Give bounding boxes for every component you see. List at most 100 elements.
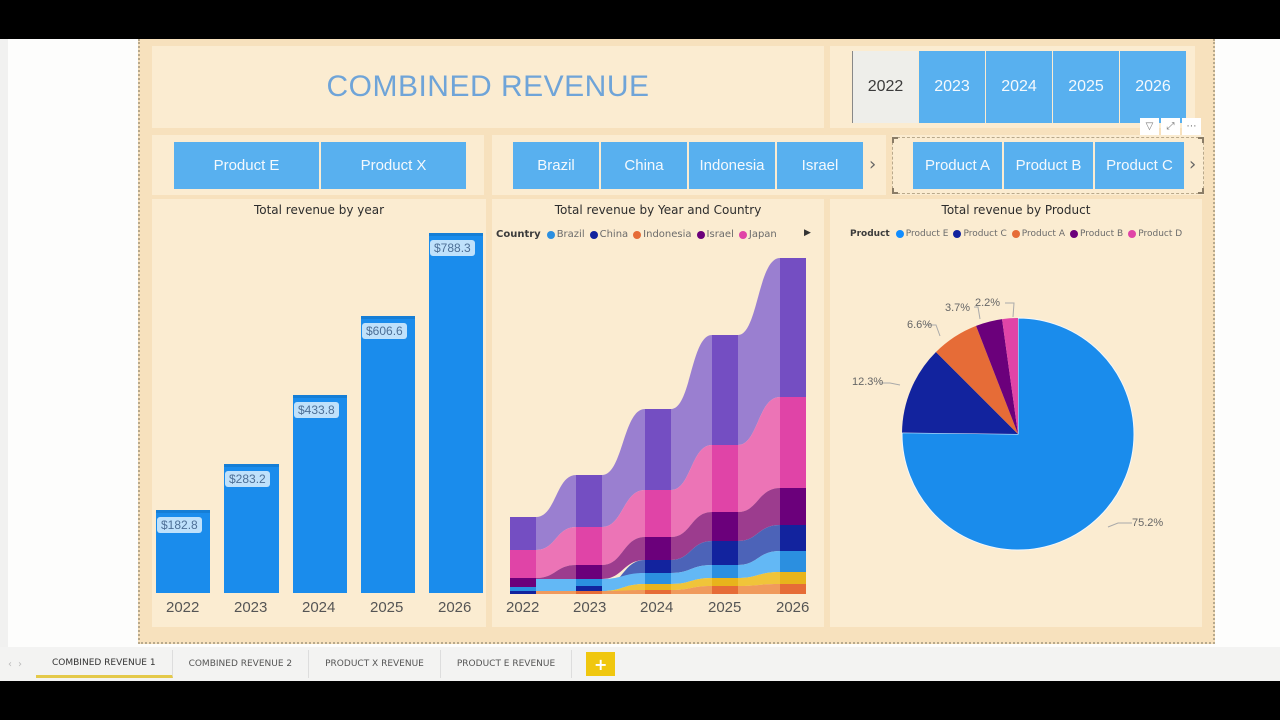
pie-slice-product-a xyxy=(935,325,1018,434)
resize-handle[interactable] xyxy=(892,137,898,143)
legend-item-product-d[interactable]: Product D xyxy=(1128,229,1182,239)
x-axis-label: 2022 xyxy=(506,599,540,616)
pie-slice-product-b xyxy=(976,319,1018,434)
resize-handle[interactable] xyxy=(1198,188,1204,194)
tab-combined-revenue-1[interactable]: COMBINED REVENUE 1 xyxy=(36,650,173,678)
x-axis-label: 2026 xyxy=(438,599,472,616)
product-group-slicer: Product E Product X xyxy=(174,142,468,189)
legend-label: Product D xyxy=(1138,229,1183,239)
bar-data-label: $606.6 xyxy=(362,323,407,339)
pie-slice-product-d xyxy=(1002,318,1018,434)
x-axis-label: 2025 xyxy=(708,599,742,616)
legend-item-product-b[interactable]: Product B xyxy=(1069,229,1123,239)
legend-dot-icon xyxy=(696,230,705,239)
legend-item-japan[interactable]: Japan xyxy=(738,229,777,240)
legend-item-product-e[interactable]: Product E xyxy=(895,229,949,239)
bar-2025[interactable] xyxy=(361,316,415,593)
tab-scroll-arrows-icon[interactable]: ‹› xyxy=(8,658,28,670)
pie-data-label: 75.2% xyxy=(1132,517,1164,529)
more-options-icon[interactable]: ⋯ xyxy=(1182,118,1201,135)
legend-item-brazil[interactable]: Brazil xyxy=(546,229,585,240)
page-tabs: ‹› COMBINED REVENUE 1 COMBINED REVENUE 2… xyxy=(0,647,1280,681)
chevron-right-icon[interactable]: › xyxy=(869,154,877,175)
chart-title: Total revenue by Product xyxy=(941,203,1091,217)
resize-handle[interactable] xyxy=(1198,137,1204,143)
page-title: COMBINED REVENUE xyxy=(326,70,650,103)
pie-data-label: 2.2% xyxy=(975,297,1001,309)
legend-label: Product E xyxy=(905,229,949,239)
legend-dot-icon xyxy=(1069,230,1078,238)
x-axis-label: 2024 xyxy=(302,599,336,616)
resize-handle[interactable] xyxy=(892,188,898,194)
title-card: COMBINED REVENUE xyxy=(152,46,824,128)
bar-2024[interactable] xyxy=(293,395,347,593)
x-axis-label: 2026 xyxy=(776,599,810,616)
legend-item-product-a[interactable]: Product A xyxy=(1011,229,1065,239)
tab-product-x-revenue[interactable]: PRODUCT X REVENUE xyxy=(309,650,441,678)
pie-slice-product-c xyxy=(902,351,1018,434)
country-slicer: Brazil China Indonesia Israel xyxy=(513,142,865,189)
report-canvas-area: COMBINED REVENUE 2022 2023 2024 2025 202… xyxy=(8,39,1280,647)
legend-dot-icon xyxy=(738,230,747,239)
legend-label: China xyxy=(599,229,629,240)
x-axis-label: 2025 xyxy=(370,599,404,616)
product-slicer: Product A Product B Product C xyxy=(913,142,1186,189)
legend-item-china[interactable]: China xyxy=(589,229,629,240)
legend-dot-icon xyxy=(953,230,962,238)
pie-data-label: 3.7% xyxy=(945,302,971,314)
ribbon-legend: Country Brazil China Indonesia Israel Ja… xyxy=(496,229,782,240)
chip-brazil[interactable]: Brazil xyxy=(513,142,599,189)
pie-chart-plot xyxy=(880,302,1135,551)
chip-product-e[interactable]: Product E xyxy=(174,142,319,189)
bar-chart-panel[interactable]: Total revenue by year $182.8 $283.2 $433… xyxy=(152,199,486,627)
x-axis-label: 2024 xyxy=(640,599,674,616)
bar-2026[interactable] xyxy=(429,233,483,593)
legend-item-product-c[interactable]: Product C xyxy=(953,229,1007,239)
legend-title: Product xyxy=(850,229,890,239)
pie-chart-panel[interactable]: Total revenue by Product Product Product… xyxy=(830,199,1202,627)
chip-product-b[interactable]: Product B xyxy=(1004,142,1093,189)
year-button-2025[interactable]: 2025 xyxy=(1053,51,1119,123)
ribbon-chart-panel[interactable]: Total revenue by Year and Country Countr… xyxy=(492,199,824,627)
filter-icon[interactable]: ▽ xyxy=(1140,118,1159,135)
tab-product-e-revenue[interactable]: PRODUCT E REVENUE xyxy=(441,650,573,678)
ribbon-chart-plot xyxy=(510,258,806,594)
chart-title: Total revenue by year xyxy=(253,203,385,217)
chip-indonesia[interactable]: Indonesia xyxy=(689,142,775,189)
pie-slice-product-e xyxy=(901,317,1135,551)
legend-label: Japan xyxy=(748,229,777,240)
chip-product-c[interactable]: Product C xyxy=(1095,142,1184,189)
legend-item-israel[interactable]: Israel xyxy=(696,229,734,240)
legend-title: Country xyxy=(496,229,541,240)
chip-china[interactable]: China xyxy=(601,142,687,189)
year-button-2023[interactable]: 2023 xyxy=(919,51,985,123)
chip-israel[interactable]: Israel xyxy=(777,142,863,189)
x-axis-label: 2023 xyxy=(234,599,268,616)
year-button-2026[interactable]: 2026 xyxy=(1120,51,1186,123)
legend-dot-icon xyxy=(1128,230,1137,238)
tab-combined-revenue-2[interactable]: COMBINED REVENUE 2 xyxy=(173,650,310,678)
chip-product-x[interactable]: Product X xyxy=(321,142,466,189)
x-axis-label: 2023 xyxy=(573,599,607,616)
legend-label: Brazil xyxy=(556,229,585,240)
pie-data-label: 6.6% xyxy=(907,319,933,331)
legend-label: Indonesia xyxy=(643,229,692,240)
legend-item-indonesia[interactable]: Indonesia xyxy=(633,229,692,240)
legend-dot-icon xyxy=(546,230,555,239)
selected-visual-frame xyxy=(892,137,1204,194)
year-button-2022[interactable]: 2022 xyxy=(852,51,918,123)
report-page: COMBINED REVENUE 2022 2023 2024 2025 202… xyxy=(138,39,1215,644)
x-axis-label: 2022 xyxy=(166,599,200,616)
year-button-2024[interactable]: 2024 xyxy=(986,51,1052,123)
pie-legend: Product Product E Product C Product A Pr… xyxy=(850,229,1187,239)
pie-data-label: 12.3% xyxy=(852,376,884,388)
chevron-right-icon[interactable]: › xyxy=(1189,154,1197,175)
legend-label: Product C xyxy=(963,229,1007,239)
powerbi-screen: COMBINED REVENUE 2022 2023 2024 2025 202… xyxy=(0,39,1280,681)
legend-scroll-right-icon[interactable]: ▶ xyxy=(804,228,811,238)
chip-product-a[interactable]: Product A xyxy=(913,142,1002,189)
focus-mode-icon[interactable]: ⤢ xyxy=(1161,118,1180,135)
legend-label: Israel xyxy=(706,229,734,240)
legend-label: Product A xyxy=(1021,229,1065,239)
add-page-button[interactable]: + xyxy=(586,652,616,676)
